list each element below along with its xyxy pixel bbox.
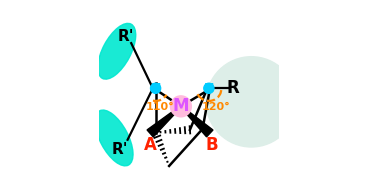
Text: A: A bbox=[144, 136, 156, 154]
Text: 120°: 120° bbox=[202, 102, 231, 112]
Text: M: M bbox=[173, 97, 189, 115]
Text: R: R bbox=[227, 79, 240, 97]
Circle shape bbox=[206, 57, 296, 147]
Ellipse shape bbox=[95, 110, 133, 166]
Text: N: N bbox=[150, 82, 161, 95]
Polygon shape bbox=[147, 106, 181, 137]
Text: 110°: 110° bbox=[146, 102, 175, 112]
Text: N: N bbox=[204, 82, 214, 95]
Circle shape bbox=[204, 83, 214, 93]
Polygon shape bbox=[180, 106, 213, 137]
Ellipse shape bbox=[98, 23, 136, 79]
Text: R': R' bbox=[111, 142, 128, 157]
Text: R': R' bbox=[118, 29, 134, 44]
Circle shape bbox=[150, 83, 161, 93]
Text: B: B bbox=[205, 136, 218, 154]
Circle shape bbox=[170, 96, 191, 117]
